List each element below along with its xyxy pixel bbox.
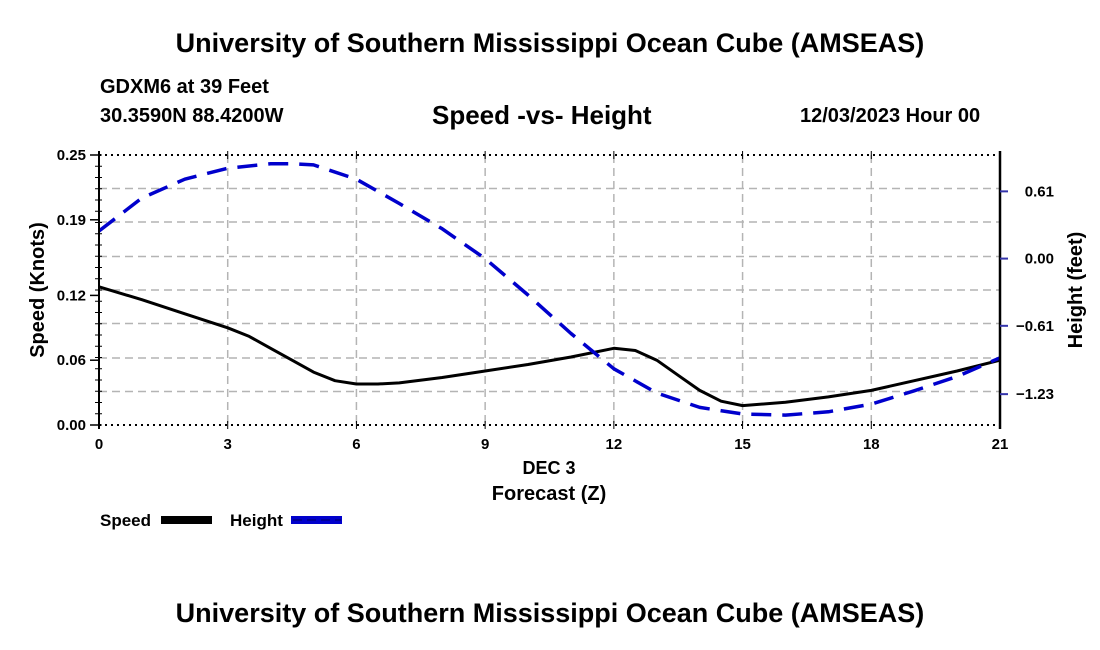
forecast-datetime: 12/03/2023 Hour 00: [800, 105, 981, 127]
main-title: University of Southern Mississippi Ocean…: [175, 28, 925, 58]
y2-axis-label: Height (feet): [1065, 232, 1087, 349]
y-tick-label: 0.06: [57, 352, 86, 369]
x-tick-label: 3: [224, 436, 232, 453]
grid-layer: [99, 155, 1000, 425]
x-axis-sublabel: DEC 3: [522, 458, 575, 478]
bottom-title: University of Southern Mississippi Ocean…: [175, 598, 925, 628]
legend-speed-swatch: [161, 516, 212, 524]
y-tick-label: 0.12: [57, 287, 86, 304]
station-label: GDXM6 at 39 Feet: [100, 76, 269, 98]
x-tick-label: 12: [606, 436, 623, 453]
legend-height-label: Height: [230, 511, 283, 530]
y-tick-label: 0.25: [57, 147, 86, 164]
x-tick-label: 18: [863, 436, 880, 453]
series-layer: [97, 162, 1001, 417]
station-coordinates: 30.3590N 88.4200W: [100, 105, 284, 127]
y2-tick-label: −0.61: [1016, 318, 1054, 335]
axes-layer: 0 3 6 9 12 15 18 21 0.00 0.06 0.12 0.19 0.25 0.61 0.00…: [57, 147, 1054, 453]
series-line-height: [97, 162, 1001, 417]
x-axis-label: Forecast (Z): [492, 483, 606, 505]
series-line-speed: [98, 285, 1001, 408]
chart-title: Speed -vs- Height: [432, 100, 652, 130]
x-tick-label: 0: [95, 436, 103, 453]
y-axis-label: Speed (Knots): [27, 222, 49, 358]
legend-height-swatch: [291, 516, 342, 524]
x-tick-label: 15: [734, 436, 751, 453]
x-tick-label: 21: [992, 436, 1009, 453]
legend: Speed Height: [100, 511, 342, 530]
y-tick-label: 0.19: [57, 212, 86, 229]
y2-tick-label: 0.61: [1025, 183, 1054, 200]
y2-tick-label: 0.00: [1025, 251, 1054, 268]
x-tick-label: 6: [352, 436, 360, 453]
y2-tick-label: −1.23: [1016, 386, 1054, 403]
legend-speed-label: Speed: [100, 511, 151, 530]
y-tick-label: 0.00: [57, 417, 86, 434]
labels-layer: DEC 3 Forecast (Z) Speed (Knots) Height …: [27, 222, 1087, 505]
x-tick-label: 9: [481, 436, 489, 453]
